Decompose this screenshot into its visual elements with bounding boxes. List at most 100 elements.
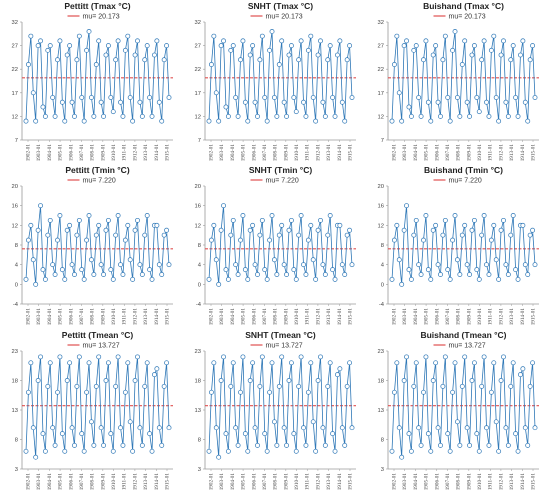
data-point (264, 276, 270, 282)
data-point (57, 354, 63, 360)
x-tick-label: 1907-01 (262, 308, 268, 326)
data-point (308, 222, 314, 228)
data-point (503, 425, 509, 431)
data-point (250, 222, 256, 228)
chart-title: SNHT (Tmean °C) (245, 330, 316, 340)
data-point (438, 442, 443, 448)
data-point (396, 90, 402, 96)
data-point (113, 57, 119, 63)
data-point (493, 419, 499, 425)
data-point (488, 47, 494, 53)
data-point (250, 360, 256, 366)
data-point (252, 425, 258, 431)
data-point (484, 262, 489, 268)
data-point (274, 442, 280, 448)
data-point (223, 431, 229, 437)
data-point (498, 227, 504, 233)
data-point (496, 276, 502, 282)
data-point (347, 43, 353, 49)
x-tick-label: 1908-01 (456, 144, 462, 162)
data-point (391, 62, 397, 67)
data-point (242, 99, 248, 105)
data-point (525, 118, 531, 124)
data-point (303, 113, 309, 119)
x-tick-label: 1903-01 (402, 308, 408, 326)
data-point (505, 272, 511, 277)
data-point (513, 431, 519, 437)
data-point (335, 372, 340, 378)
data-point (23, 448, 29, 454)
data-point (101, 442, 107, 448)
data-point (413, 360, 419, 366)
data-point (235, 442, 241, 448)
data-point (72, 113, 77, 119)
x-tick-label: 1912-01 (498, 144, 504, 162)
x-tick-label: 1913-01 (143, 308, 149, 326)
x-tick-label: 1904-01 (47, 144, 53, 162)
data-point (508, 57, 514, 63)
y-tick-label: 16 (195, 204, 201, 210)
data-point (221, 354, 226, 360)
data-point (337, 366, 343, 372)
data-point (445, 267, 451, 273)
data-point (98, 262, 104, 268)
data-point (501, 38, 506, 44)
data-point (501, 217, 506, 223)
data-point (59, 431, 65, 437)
data-point (418, 272, 424, 277)
data-point (435, 99, 441, 105)
data-point (430, 52, 436, 58)
y-tick-label: 0 (381, 282, 384, 288)
legend-label: mu= 13.727 (83, 343, 120, 350)
x-tick-label: 1907-01 (262, 144, 268, 162)
x-tick-label: 1910-01 (294, 308, 300, 326)
data-point (394, 222, 400, 228)
data-point (47, 217, 53, 223)
x-tick-label: 1907-01 (445, 473, 451, 491)
data-point (469, 378, 475, 383)
x-tick-label: 1905-01 (424, 473, 430, 491)
x-tick-label: 1909-01 (283, 144, 289, 162)
data-point (264, 448, 270, 454)
data-point (233, 262, 239, 268)
data-point (120, 113, 126, 119)
data-point (520, 38, 526, 44)
data-point (518, 52, 523, 58)
data-point (257, 383, 263, 389)
data-point (298, 38, 304, 44)
data-point (255, 113, 260, 119)
x-tick-label: 1915-01 (531, 473, 537, 491)
chart-panel: SNHT (Tmax °C) mu= 20.173 7 12 17 22 27 32 1902-… (183, 0, 366, 164)
data-point (238, 57, 243, 63)
data-point (349, 262, 355, 268)
data-point (391, 237, 397, 243)
data-point (84, 237, 90, 243)
data-point (332, 113, 338, 119)
data-point (55, 389, 60, 395)
y-tick-label: -4 (196, 302, 202, 308)
data-point (259, 354, 265, 360)
x-tick-label: 1902-01 (392, 144, 398, 162)
y-tick-label: 4 (198, 263, 202, 269)
data-point (503, 262, 509, 268)
data-point (313, 448, 319, 454)
data-point (137, 99, 143, 105)
x-tick-label: 1913-01 (143, 473, 149, 491)
data-point (101, 113, 107, 119)
data-point (286, 227, 292, 233)
data-point (50, 95, 56, 100)
data-point (450, 237, 456, 243)
data-point (38, 203, 43, 209)
data-point (491, 222, 497, 228)
data-point (47, 43, 53, 49)
data-point (115, 354, 121, 360)
x-tick-label: 1914-01 (154, 473, 160, 491)
x-tick-label: 1910-01 (294, 144, 300, 162)
chart-panel: SNHT (Tmin °C) mu= 7.220 -4 0 4 8 12 16 20 1902-0… (183, 164, 366, 328)
data-point (120, 442, 126, 448)
y-tick-label: 13 (378, 408, 384, 414)
data-point (74, 383, 80, 389)
x-tick-label: 1907-01 (79, 473, 85, 491)
y-tick-label: 0 (15, 282, 18, 288)
data-point (52, 272, 58, 277)
